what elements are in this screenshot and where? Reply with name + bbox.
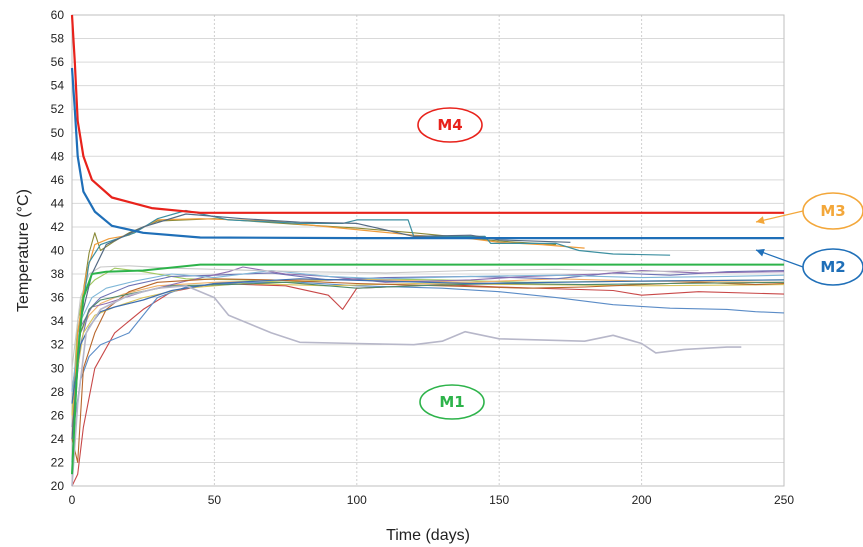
y-tick-label: 56	[51, 55, 65, 69]
arrowhead	[756, 216, 765, 225]
x-tick-label: 50	[208, 493, 222, 507]
y-tick-label: 38	[51, 267, 65, 281]
series-line-m2	[70, 67, 784, 240]
series-line-s9	[71, 269, 785, 392]
series-line-m4	[70, 14, 784, 214]
y-tick-label: 26	[51, 408, 65, 422]
x-tick-label: 0	[69, 493, 76, 507]
y-tick-label: 46	[51, 173, 65, 187]
y-tick-label: 22	[51, 455, 65, 469]
series-line-m3	[71, 218, 585, 439]
series-layer	[70, 14, 785, 487]
annotation-label: M2	[820, 258, 845, 276]
annotation-m1: M1	[419, 384, 485, 420]
annotation-ellipse	[417, 107, 483, 143]
annotation-ellipse	[802, 248, 863, 286]
gridlines	[71, 14, 785, 487]
series-line-s5	[71, 269, 785, 428]
annotation-arrow	[755, 210, 804, 223]
tick-labels: 20 22 24 26 28 30 32 34 36 38 40 42 44 46 48 50 52 54 56 58…	[51, 8, 795, 507]
y-tick-label: 32	[51, 338, 65, 352]
annotation-m3: M3	[755, 192, 863, 230]
series-line-slate-a	[71, 213, 571, 439]
x-tick-label: 150	[489, 493, 509, 507]
y-tick-label: 60	[51, 8, 65, 22]
series-line-s11	[71, 265, 699, 369]
series-line-s8	[71, 278, 785, 463]
plot-area	[71, 14, 785, 487]
series-line-s2	[71, 281, 785, 439]
y-tick-label: 28	[51, 385, 65, 399]
y-tick-label: 36	[51, 291, 65, 305]
y-tick-label: 52	[51, 102, 65, 116]
series-line-s7	[71, 266, 785, 392]
x-tick-label: 200	[632, 493, 652, 507]
series-line-m1	[71, 263, 784, 475]
y-tick-label: 44	[51, 196, 65, 210]
y-tick-label: 24	[51, 432, 65, 446]
arrowhead	[756, 248, 765, 257]
annotation-label: M1	[439, 393, 464, 411]
annotation-ellipse	[419, 384, 485, 420]
annotations: M4 M3 M2 M1	[417, 107, 863, 420]
series-line-teal-a	[71, 209, 671, 463]
annotation-ellipse	[802, 192, 863, 230]
series-line-s1	[71, 282, 785, 487]
y-tick-label: 54	[51, 79, 65, 93]
y-tick-label: 34	[51, 314, 65, 328]
y-tick-label: 42	[51, 220, 65, 234]
y-tick-label: 30	[51, 361, 65, 375]
y-tick-label: 58	[51, 32, 65, 46]
annotation-label: M3	[820, 202, 845, 220]
annotation-arrow	[755, 249, 804, 268]
x-axis-title: Time (days)	[386, 527, 470, 544]
annotation-label: M4	[437, 116, 462, 134]
y-tick-label: 40	[51, 244, 65, 258]
series-line-s10	[71, 281, 785, 404]
y-tick-label: 48	[51, 149, 65, 163]
annotation-m2: M2	[755, 248, 863, 286]
series-line-grey-low	[71, 285, 742, 487]
y-tick-label: 50	[51, 126, 65, 140]
x-tick-label: 100	[347, 493, 367, 507]
y-tick-label: 20	[51, 479, 65, 493]
x-tick-label: 250	[774, 493, 794, 507]
annotation-m4: M4	[417, 107, 483, 143]
y-axis-title: Temperature (°C)	[15, 189, 32, 312]
